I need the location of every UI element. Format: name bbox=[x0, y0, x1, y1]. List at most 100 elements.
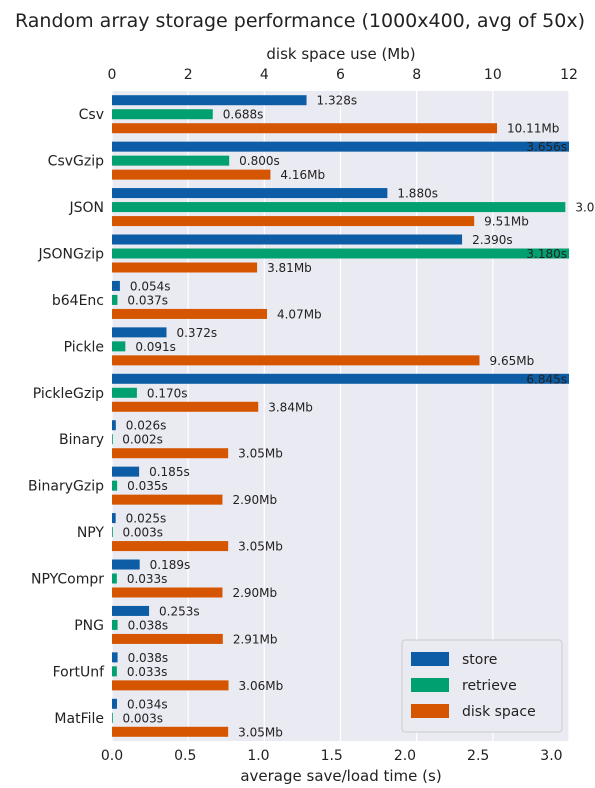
value-label-disk-space-8: 2.90Mb bbox=[232, 493, 277, 507]
bar-disk-space-9 bbox=[112, 541, 229, 552]
value-label-store-1: 3.656s bbox=[526, 140, 567, 154]
value-label-store-11: 0.253s bbox=[159, 604, 200, 618]
bar-retrieve-2 bbox=[112, 202, 566, 213]
bar-store-2 bbox=[112, 188, 388, 199]
category-label-13: MatFile bbox=[54, 711, 104, 727]
value-label-store-12: 0.038s bbox=[128, 651, 169, 665]
bar-store-9 bbox=[112, 513, 116, 524]
x-tick-2: 1.0 bbox=[247, 748, 269, 764]
x2-tick-2: 4 bbox=[260, 67, 269, 83]
bar-store-12 bbox=[112, 652, 118, 663]
value-label-retrieve-11: 0.038s bbox=[128, 618, 169, 632]
x-tick-6: 3.0 bbox=[540, 748, 562, 764]
value-label-disk-space-0: 10.11Mb bbox=[507, 122, 559, 136]
bar-retrieve-10 bbox=[112, 573, 117, 584]
legend-swatch-2 bbox=[411, 704, 449, 718]
value-label-disk-space-3: 3.81Mb bbox=[267, 261, 312, 275]
legend-swatch-0 bbox=[411, 652, 449, 666]
value-label-disk-space-13: 3.05Mb bbox=[238, 725, 283, 739]
value-label-store-5: 0.372s bbox=[176, 326, 217, 340]
value-label-retrieve-0: 0.688s bbox=[223, 108, 264, 122]
x2-tick-6: 12 bbox=[560, 67, 578, 83]
bar-store-4 bbox=[112, 280, 120, 291]
category-label-11: PNG bbox=[74, 618, 104, 634]
value-label-retrieve-1: 0.800s bbox=[239, 154, 280, 168]
value-label-disk-space-11: 2.91Mb bbox=[233, 632, 278, 646]
category-label-6: PickleGzip bbox=[33, 386, 104, 402]
value-label-retrieve-9: 0.003s bbox=[122, 526, 163, 540]
value-label-store-3: 2.390s bbox=[472, 233, 513, 247]
bar-store-6 bbox=[112, 373, 569, 384]
bar-disk-space-10 bbox=[112, 587, 223, 598]
x-tick-4: 2.0 bbox=[394, 748, 416, 764]
value-label-disk-space-9: 3.05Mb bbox=[238, 540, 283, 554]
value-label-retrieve-7: 0.002s bbox=[122, 433, 163, 447]
value-label-store-4: 0.054s bbox=[130, 279, 171, 293]
value-label-retrieve-4: 0.037s bbox=[127, 293, 168, 307]
value-label-disk-space-4: 4.07Mb bbox=[277, 307, 322, 321]
bar-retrieve-11 bbox=[112, 619, 118, 630]
category-label-5: Pickle bbox=[64, 339, 104, 355]
value-label-disk-space-7: 3.05Mb bbox=[238, 447, 283, 461]
bar-disk-space-12 bbox=[112, 680, 229, 691]
bar-disk-space-4 bbox=[112, 308, 267, 319]
bar-store-13 bbox=[112, 698, 117, 709]
bar-disk-space-5 bbox=[112, 355, 480, 366]
category-label-4: b64Enc bbox=[52, 293, 104, 309]
bar-store-5 bbox=[112, 327, 167, 338]
bar-store-1 bbox=[112, 141, 569, 152]
value-label-store-8: 0.185s bbox=[149, 465, 190, 479]
bar-disk-space-13 bbox=[112, 726, 229, 737]
legend-label-1: retrieve bbox=[462, 678, 517, 694]
x2-tick-1: 2 bbox=[184, 67, 193, 83]
value-label-store-2: 1.880s bbox=[397, 187, 438, 201]
bar-disk-space-8 bbox=[112, 494, 223, 505]
x-tick-3: 1.5 bbox=[321, 748, 343, 764]
bar-disk-space-6 bbox=[112, 401, 259, 412]
value-label-retrieve-8: 0.035s bbox=[127, 479, 168, 493]
bar-retrieve-1 bbox=[112, 155, 230, 166]
bar-disk-space-2 bbox=[112, 216, 475, 227]
value-label-disk-space-1: 4.16Mb bbox=[280, 168, 325, 182]
value-label-disk-space-10: 2.90Mb bbox=[232, 586, 277, 600]
bar-retrieve-13 bbox=[112, 712, 113, 723]
x-tick-0: 0.0 bbox=[101, 748, 123, 764]
value-label-store-10: 0.189s bbox=[150, 558, 191, 572]
category-label-9: NPY bbox=[77, 525, 105, 541]
category-label-0: Csv bbox=[79, 107, 104, 123]
value-label-disk-space-12: 3.06Mb bbox=[239, 679, 284, 693]
value-label-store-6: 6.845s bbox=[526, 372, 567, 386]
category-label-1: CsvGzip bbox=[48, 154, 104, 170]
x2-tick-4: 8 bbox=[412, 67, 421, 83]
bar-retrieve-4 bbox=[112, 294, 118, 305]
bar-retrieve-9 bbox=[112, 527, 113, 538]
x2-tick-5: 10 bbox=[484, 67, 502, 83]
ticks: 0 2 4 6 8 10 12 0.0 0.5 1.0 1.5 2.0 2.5 3.0 bbox=[101, 67, 578, 764]
value-label-retrieve-3: 3.180s bbox=[526, 247, 567, 261]
legend: store retrieve disk space bbox=[401, 639, 563, 733]
value-label-disk-space-2: 9.51Mb bbox=[484, 215, 529, 229]
bar-store-11 bbox=[112, 605, 150, 616]
value-label-retrieve-10: 0.033s bbox=[127, 572, 168, 586]
x-tick-5: 2.5 bbox=[467, 748, 489, 764]
legend-swatch-1 bbox=[411, 678, 449, 692]
bar-retrieve-8 bbox=[112, 480, 118, 491]
category-label-7: Binary bbox=[59, 432, 104, 448]
bar-store-3 bbox=[112, 234, 463, 245]
bar-disk-space-7 bbox=[112, 448, 229, 459]
bar-store-0 bbox=[112, 95, 307, 106]
x-tick-1: 0.5 bbox=[174, 748, 196, 764]
bar-retrieve-6 bbox=[112, 387, 137, 398]
bar-store-10 bbox=[112, 559, 140, 570]
x2-axis-label: disk space use (Mb) bbox=[266, 45, 415, 63]
value-label-retrieve-2: 3.095s bbox=[575, 201, 595, 215]
category-labels: Csv CsvGzip JSON JSONGzip b64Enc Pickle Pickle… bbox=[28, 107, 105, 727]
bar-disk-space-1 bbox=[112, 169, 271, 180]
value-label-disk-space-5: 9.65Mb bbox=[490, 354, 535, 368]
value-label-retrieve-6: 0.170s bbox=[147, 386, 188, 400]
bar-retrieve-3 bbox=[112, 248, 569, 259]
bar-disk-space-11 bbox=[112, 633, 223, 644]
value-label-store-13: 0.034s bbox=[127, 697, 168, 711]
